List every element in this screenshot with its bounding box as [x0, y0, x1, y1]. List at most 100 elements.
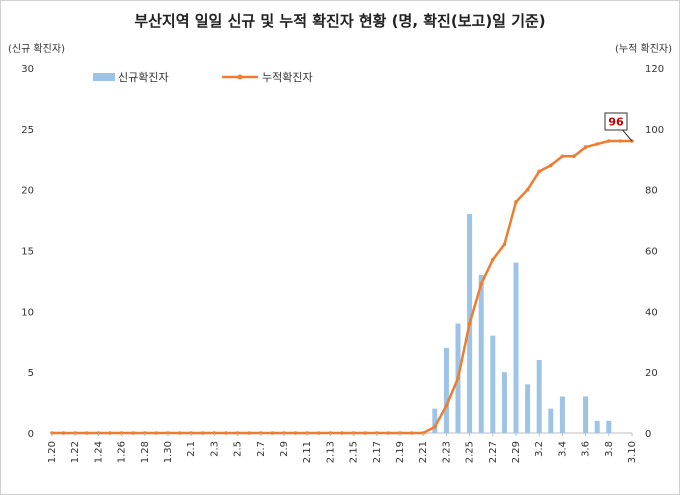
line-point	[560, 154, 565, 159]
right-tick-label: 120	[645, 64, 664, 75]
left-tick-label: 0	[28, 429, 34, 440]
bar	[548, 408, 554, 433]
line-point	[607, 139, 611, 143]
bar	[583, 396, 589, 433]
legend: 신규확진자 누적확진자	[93, 71, 313, 84]
line-point	[479, 282, 484, 286]
bar	[594, 420, 600, 433]
right-tick-label: 60	[645, 247, 658, 258]
right-tick-label: 20	[645, 368, 658, 379]
bar-series	[432, 214, 612, 433]
line-point	[270, 431, 275, 435]
line-point	[618, 139, 623, 143]
line-point	[549, 163, 553, 168]
x-tick-label: 3.8	[604, 441, 615, 457]
legend-bar-swatch	[93, 73, 115, 81]
x-tick-label: 2.19	[395, 441, 406, 463]
bar	[501, 372, 507, 433]
bar	[559, 396, 565, 433]
x-tick-label: 1.20	[47, 441, 58, 463]
x-tick-label: 1.28	[140, 441, 151, 463]
x-tick-label: 1.26	[117, 441, 128, 463]
x-tick-label: 2.7	[256, 441, 267, 457]
x-tick-label: 3.2	[534, 441, 545, 457]
line-point	[247, 431, 251, 435]
line-point	[433, 425, 437, 429]
line-point	[409, 431, 414, 435]
chart-title: 부산지역 일일 신규 및 누적 확진자 현황 (명, 확진(보고)일 기준)	[134, 12, 546, 30]
bar	[432, 408, 438, 433]
x-tick-label: 2.17	[372, 441, 383, 463]
x-tick-label: 2.13	[325, 441, 336, 463]
line-point	[386, 431, 391, 435]
line-point	[177, 431, 182, 435]
bar	[490, 335, 496, 433]
right-tick-label: 40	[645, 307, 658, 318]
bar	[525, 384, 531, 433]
x-tick-label: 2.11	[302, 441, 313, 463]
left-tick-label: 15	[21, 247, 34, 258]
x-tick-label: 2.21	[418, 441, 429, 463]
bar	[513, 262, 519, 433]
left-tick-label: 30	[21, 64, 34, 75]
right-tick-label: 0	[645, 429, 651, 440]
left-tick-label: 25	[21, 125, 34, 136]
x-tick-label: 2.9	[279, 441, 290, 457]
line-point	[583, 145, 588, 149]
line-series	[50, 139, 634, 435]
callout-box	[604, 112, 628, 131]
x-tick-label: 2.27	[488, 441, 499, 463]
right-tick-label: 80	[645, 186, 658, 197]
x-tick-label: 1.24	[93, 441, 104, 463]
line-point	[537, 169, 541, 174]
callout-label: 96	[608, 116, 624, 129]
bar	[606, 420, 612, 433]
line-point	[131, 431, 135, 435]
line-point	[467, 321, 472, 326]
line-point	[525, 187, 530, 192]
line-point	[224, 431, 228, 435]
legend-bar-label: 신규확진자	[118, 71, 169, 84]
bar	[443, 347, 449, 433]
left-tick-label: 10	[21, 307, 34, 318]
x-tick-label: 2.15	[349, 441, 360, 463]
x-tick-label: 2.25	[465, 441, 476, 463]
left-tick-label: 5	[28, 368, 34, 379]
left-axis-title: (신규 확진자)	[8, 44, 65, 55]
line-point	[317, 431, 321, 435]
line-point	[340, 431, 344, 435]
bar	[536, 360, 542, 433]
line-point	[514, 200, 518, 204]
line-point	[201, 431, 205, 435]
right-axis-title: (누적 확진자)	[615, 44, 672, 55]
line-point	[444, 403, 449, 408]
x-tick-label: 1.22	[70, 441, 81, 463]
value-callout: 96	[604, 112, 633, 142]
x-tick-label: 2.29	[511, 441, 522, 463]
right-tick-label: 100	[645, 125, 664, 136]
legend-line-marker	[237, 74, 243, 80]
cumulative-line	[52, 139, 632, 435]
line-point	[572, 154, 576, 159]
line-point	[154, 431, 159, 435]
x-tick-label: 3.6	[581, 441, 592, 457]
x-tick-label: 2.5	[233, 441, 244, 457]
line-point	[108, 431, 112, 435]
axes: 0 5 10 15 20 25 30 0 20 40 60 80 100 120 1.20 1.22 1.24 1…	[21, 64, 664, 463]
x-tick-label: 2.23	[441, 441, 452, 463]
bar	[478, 274, 484, 433]
line-point	[363, 431, 368, 435]
line-point	[61, 431, 66, 435]
line-point	[293, 431, 298, 435]
line-point	[491, 257, 495, 262]
line-point	[502, 242, 507, 247]
legend-line-label: 누적확진자	[262, 71, 313, 84]
x-tick-label: 3.4	[557, 441, 568, 457]
line-point	[456, 376, 460, 381]
line-point	[595, 142, 599, 146]
x-tick-label: 2.3	[209, 441, 220, 457]
x-tick-label: 3.10	[627, 441, 638, 463]
left-tick-label: 20	[21, 186, 34, 197]
